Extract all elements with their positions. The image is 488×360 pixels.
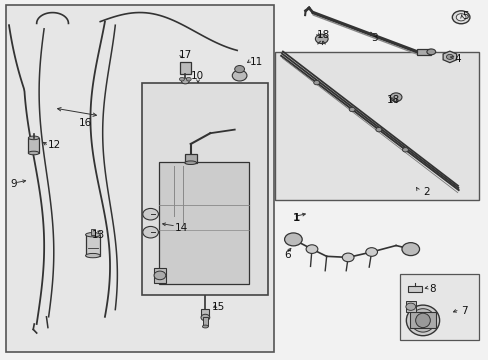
Text: 9: 9 (11, 179, 18, 189)
Circle shape (375, 127, 381, 132)
Circle shape (365, 248, 377, 256)
Bar (85, 235, 100, 256)
Text: 11: 11 (249, 57, 262, 67)
Text: 4: 4 (454, 54, 461, 64)
Text: 12: 12 (48, 140, 61, 150)
Ellipse shape (410, 309, 434, 332)
Text: 17: 17 (179, 50, 192, 60)
Circle shape (179, 77, 184, 81)
Ellipse shape (28, 136, 39, 140)
Bar (154, 268, 166, 283)
Text: 13: 13 (92, 230, 105, 240)
Circle shape (348, 107, 354, 112)
Ellipse shape (184, 161, 196, 165)
Ellipse shape (426, 49, 435, 55)
Bar (274, 52, 478, 200)
Circle shape (446, 54, 452, 59)
Bar (405, 301, 415, 312)
Bar (407, 286, 421, 292)
Circle shape (402, 148, 407, 152)
Circle shape (287, 235, 299, 244)
Text: 8: 8 (428, 284, 435, 294)
Circle shape (404, 245, 416, 253)
Bar (416, 49, 430, 55)
Circle shape (305, 245, 317, 253)
Text: 10: 10 (190, 71, 203, 81)
Text: 1: 1 (292, 213, 299, 223)
Ellipse shape (202, 325, 208, 328)
Circle shape (234, 66, 244, 73)
Circle shape (142, 226, 158, 238)
Bar (399, 274, 478, 340)
Circle shape (201, 314, 209, 321)
Text: 6: 6 (284, 250, 291, 260)
Bar (184, 154, 196, 163)
Circle shape (405, 303, 415, 310)
Circle shape (455, 14, 465, 21)
Bar (6, 5, 273, 352)
Circle shape (401, 243, 419, 256)
Circle shape (389, 93, 401, 102)
Text: 15: 15 (212, 302, 225, 312)
Bar (28, 138, 39, 153)
Ellipse shape (415, 313, 429, 328)
Ellipse shape (406, 305, 439, 336)
Text: 5: 5 (461, 11, 468, 21)
Circle shape (154, 271, 165, 280)
Text: 18: 18 (386, 95, 400, 105)
Text: 14: 14 (175, 222, 188, 233)
Bar (409, 312, 435, 328)
Circle shape (451, 11, 469, 24)
Polygon shape (442, 51, 456, 63)
Bar (159, 162, 249, 284)
Bar (201, 309, 209, 317)
Circle shape (232, 70, 246, 81)
Bar (142, 83, 267, 295)
Text: 2: 2 (422, 186, 429, 197)
Circle shape (186, 77, 191, 81)
Circle shape (313, 81, 319, 85)
Bar (203, 317, 207, 326)
Ellipse shape (28, 151, 39, 155)
Text: 16: 16 (79, 118, 92, 128)
Ellipse shape (85, 233, 100, 237)
Circle shape (181, 78, 189, 84)
Circle shape (284, 233, 302, 246)
Circle shape (142, 208, 158, 220)
Ellipse shape (85, 253, 100, 258)
Circle shape (342, 253, 353, 262)
Bar (180, 62, 190, 74)
Circle shape (315, 34, 327, 44)
Bar (91, 229, 95, 235)
Text: 3: 3 (371, 33, 378, 43)
Text: 7: 7 (460, 306, 467, 316)
Text: 18: 18 (316, 30, 329, 40)
